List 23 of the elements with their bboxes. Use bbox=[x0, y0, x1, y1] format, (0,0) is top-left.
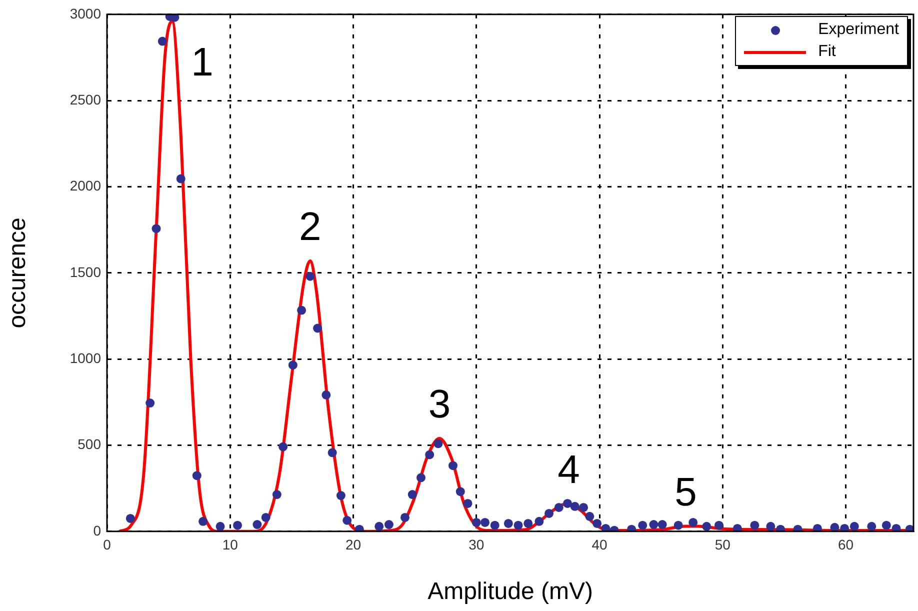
x-tick-label: 40 bbox=[592, 536, 608, 553]
x-tick-label: 30 bbox=[468, 536, 484, 553]
y-axis-title: occurence bbox=[4, 218, 32, 328]
annotation: 3 bbox=[428, 382, 451, 426]
y-tick-label: 3000 bbox=[70, 5, 102, 22]
y-tick-label: 2500 bbox=[70, 91, 102, 108]
annotation: 4 bbox=[558, 448, 580, 492]
legend-label: Experiment bbox=[818, 21, 899, 39]
y-tick-label: 1000 bbox=[70, 350, 102, 366]
y-tick-label: 0 bbox=[93, 522, 102, 538]
x-tick-label: 60 bbox=[838, 536, 854, 553]
annotation: 1 bbox=[191, 40, 214, 84]
y-tick-label: 1500 bbox=[70, 264, 102, 280]
x-tick-label: 10 bbox=[222, 536, 238, 553]
x-axis-title: Amplitude (mV) bbox=[428, 578, 593, 606]
x-tick-label: 50 bbox=[714, 536, 731, 553]
y-tick-label: 2000 bbox=[70, 178, 102, 194]
y-tick-label: 500 bbox=[78, 436, 102, 452]
x-tick-label: 0 bbox=[103, 536, 112, 553]
x-tick-label: 20 bbox=[345, 536, 362, 553]
annotation: 2 bbox=[299, 204, 322, 249]
legend-label: Fit bbox=[818, 43, 836, 61]
annotation: 5 bbox=[674, 470, 697, 514]
